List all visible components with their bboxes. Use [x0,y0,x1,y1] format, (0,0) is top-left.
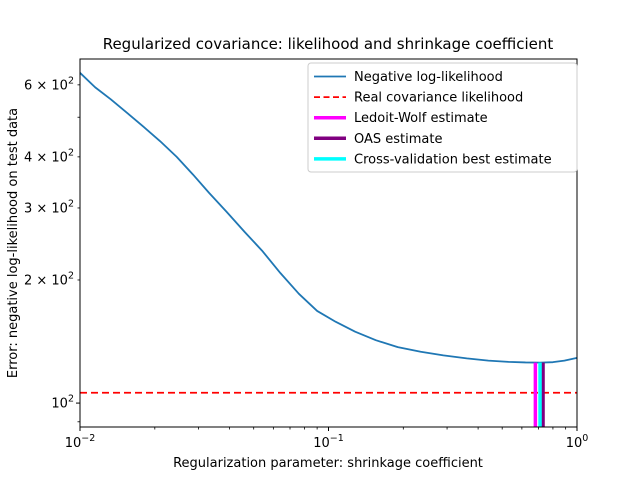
x-axis-label: Regularization parameter: shrinkage coef… [173,456,483,471]
negative-log-likelihood-curve [79,72,578,364]
legend-entry-label: Negative log-likelihood [354,70,503,85]
legend-entry-label: Real covariance likelihood [354,91,523,106]
y-tick-label: 4 × 102 [24,147,74,165]
tick-exponent: 2 [68,394,74,405]
tick-exponent: 2 [68,75,74,86]
tick-exponent: 2 [68,147,74,158]
legend-entry-label: OAS estimate [354,132,443,147]
y-tick-label: 3 × 102 [24,198,74,216]
axes-frame [79,58,578,428]
tick-exponent: 2 [68,270,74,281]
legend-box [307,62,578,173]
chart-title: Regularized covariance: likelihood and s… [103,35,554,53]
plot-series [79,72,578,427]
tick-exponent: 2 [68,198,74,209]
y-tick-label: 6 × 102 [24,75,74,93]
legend-entry-label: Ledoit-Wolf estimate [354,111,488,126]
legend-entry-label: Cross-validation best estimate [354,152,552,167]
tick-exponent: 0 [582,433,588,444]
y-axis-label: Error: negative log-likelihood on test d… [6,108,21,378]
legend: Negative log-likelihood Real covariance l… [307,62,578,173]
tick-exponent: −1 [330,433,344,444]
tick-exponent: −2 [81,433,95,444]
y-tick-label: 2 × 102 [24,270,74,288]
